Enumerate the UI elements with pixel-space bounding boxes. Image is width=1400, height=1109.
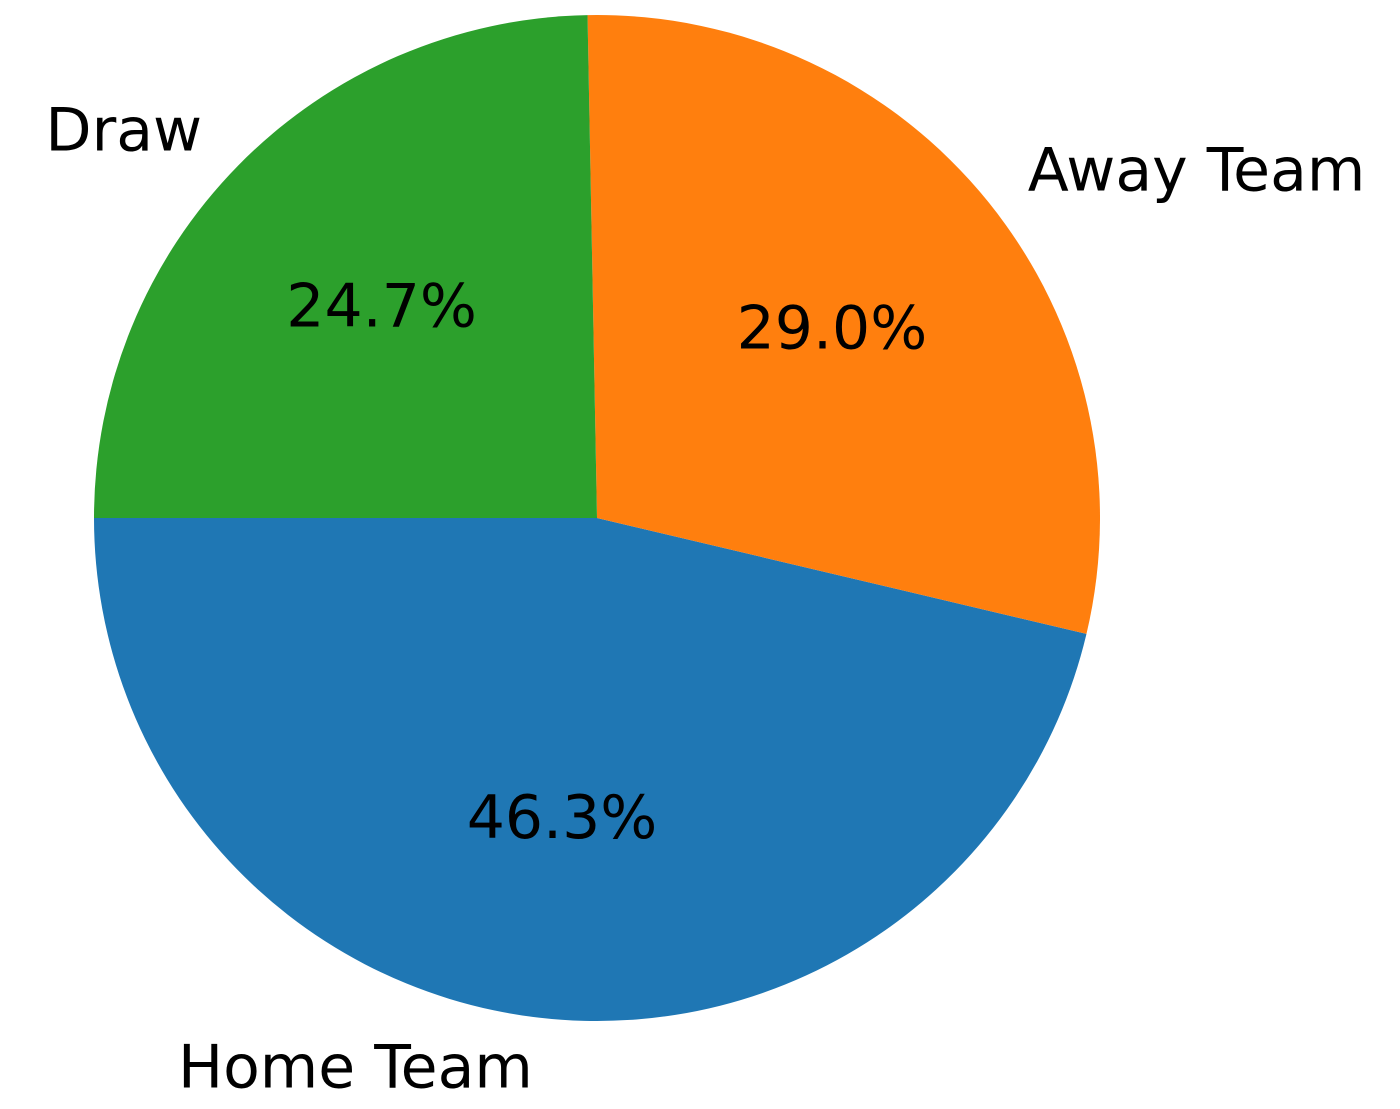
pie-slice-draw [94,15,597,519]
pct-label-draw: 24.7% [286,272,477,342]
category-label-home-team: Home Team [178,1033,533,1103]
category-label-away-team: Away Team [1028,136,1366,206]
pie-slice-home-team [94,518,1087,1022]
category-label-draw: Draw [45,96,202,166]
percentage-labels: 46.3% 29.0% 24.7% [286,272,927,853]
pie-slice-away-team [587,15,1101,634]
pie-slices [94,15,1101,1022]
pct-label-home-team: 46.3% [467,783,658,853]
category-labels: Home Team Away Team Draw [45,96,1365,1103]
pct-label-away-team: 29.0% [737,294,928,364]
